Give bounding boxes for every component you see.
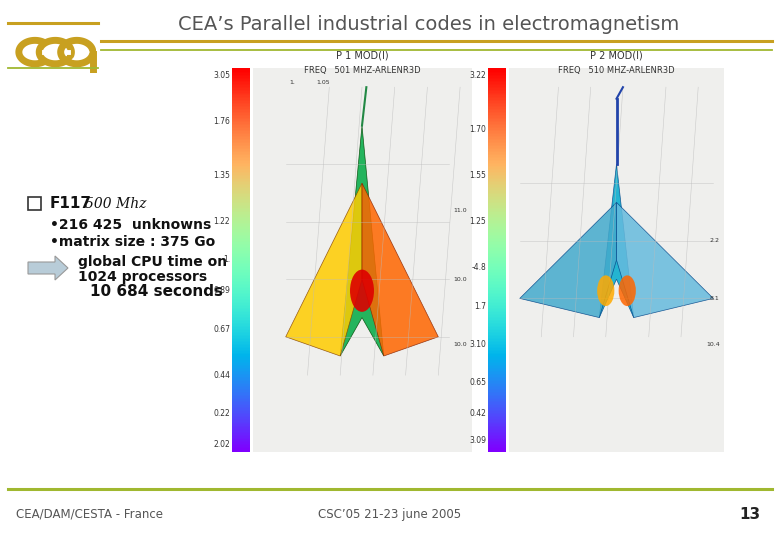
Text: •matrix size : 375 Go: •matrix size : 375 Go — [50, 235, 215, 249]
Text: P 1 MOD(I): P 1 MOD(I) — [335, 50, 388, 60]
Text: 3.22: 3.22 — [470, 71, 486, 80]
Text: P 2 MOD(I): P 2 MOD(I) — [590, 50, 643, 60]
Text: FREQ   510 MHZ-ARLENR3D: FREQ 510 MHZ-ARLENR3D — [558, 66, 675, 75]
Text: 2.2: 2.2 — [710, 238, 720, 244]
Text: 10.0: 10.0 — [453, 342, 466, 347]
Text: 10.0: 10.0 — [453, 276, 466, 282]
Circle shape — [597, 275, 615, 306]
Circle shape — [350, 269, 374, 312]
Text: 1.55: 1.55 — [469, 171, 486, 180]
Text: FREQ   501 MHZ-ARLENR3D: FREQ 501 MHZ-ARLENR3D — [303, 66, 420, 75]
Text: 0.44: 0.44 — [213, 370, 230, 380]
Text: •216 425  unknowns: •216 425 unknowns — [50, 218, 211, 232]
Text: 0.65: 0.65 — [469, 379, 486, 387]
Text: 0.67: 0.67 — [213, 325, 230, 334]
Polygon shape — [362, 183, 438, 356]
Text: 2.02: 2.02 — [213, 440, 230, 449]
Text: 1.05: 1.05 — [316, 79, 330, 85]
Text: CSC’05 21-23 june 2005: CSC’05 21-23 june 2005 — [318, 508, 462, 521]
Text: 10 684 seconds: 10 684 seconds — [90, 285, 223, 300]
Text: 500 Mhz: 500 Mhz — [85, 197, 147, 211]
Text: 8.1: 8.1 — [710, 296, 720, 301]
Polygon shape — [599, 164, 633, 318]
Bar — [28, 197, 41, 210]
Polygon shape — [28, 256, 68, 280]
Text: 3.09: 3.09 — [469, 436, 486, 445]
Text: CEA/DAM/CESTA - France: CEA/DAM/CESTA - France — [16, 508, 162, 521]
Text: 1024 processors: 1024 processors — [78, 270, 207, 284]
Text: 1.25: 1.25 — [470, 217, 486, 226]
Text: -4.8: -4.8 — [471, 263, 486, 272]
Text: 1.: 1. — [289, 79, 295, 85]
Text: 1.: 1. — [223, 255, 230, 265]
Polygon shape — [519, 202, 616, 318]
Text: 10.4: 10.4 — [706, 342, 720, 347]
Text: 1.35: 1.35 — [213, 171, 230, 180]
Polygon shape — [285, 183, 362, 356]
Text: 3.10: 3.10 — [469, 340, 486, 349]
Text: 1.7: 1.7 — [474, 301, 486, 310]
Text: 1.22: 1.22 — [214, 217, 230, 226]
Text: 0.89: 0.89 — [213, 286, 230, 295]
Text: 11.0: 11.0 — [453, 207, 466, 213]
Text: CEA’s Parallel industrial codes in electromagnetism: CEA’s Parallel industrial codes in elect… — [179, 15, 679, 34]
Text: 0.22: 0.22 — [213, 409, 230, 418]
Text: 1.76: 1.76 — [213, 117, 230, 126]
Text: F117: F117 — [50, 197, 92, 212]
Text: 0.42: 0.42 — [469, 409, 486, 418]
Polygon shape — [616, 202, 713, 318]
Polygon shape — [340, 126, 384, 356]
Circle shape — [619, 275, 636, 306]
Text: 13: 13 — [739, 507, 760, 522]
Text: global CPU time on: global CPU time on — [78, 255, 227, 269]
Text: 3.05: 3.05 — [213, 71, 230, 80]
Text: 1.70: 1.70 — [469, 125, 486, 134]
